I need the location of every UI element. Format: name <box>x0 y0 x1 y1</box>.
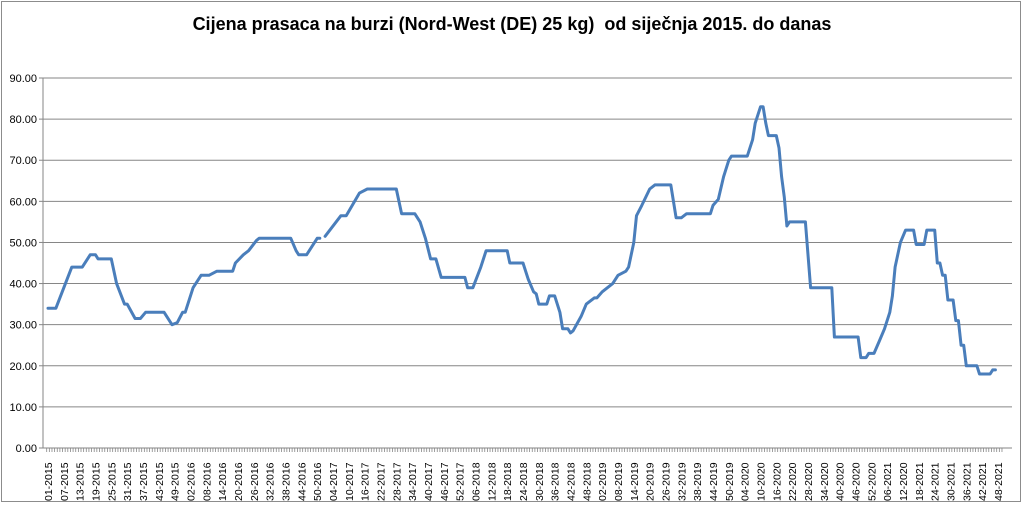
x-tick-label: 52-2020 <box>866 462 878 501</box>
x-tick-label: 08-2019 <box>613 462 625 501</box>
x-tick-label: 19-2015 <box>91 462 103 501</box>
series-line <box>323 105 997 376</box>
x-tick-label: 42-2018 <box>566 462 578 501</box>
x-tick-label: 38-2016 <box>281 462 293 501</box>
x-tick-label: 04-2020 <box>740 462 752 501</box>
x-tick-label: 28-2020 <box>803 462 815 501</box>
x-tick-label: 25-2015 <box>106 462 118 501</box>
x-tick-label: 30-2021 <box>946 462 958 501</box>
x-tick-label: 34-2017 <box>407 462 419 501</box>
x-tick-label: 31-2015 <box>122 462 134 501</box>
y-tick-label: 20.00 <box>9 361 37 373</box>
x-tick-label: 26-2016 <box>249 462 261 501</box>
y-tick-label: 90.00 <box>9 73 37 85</box>
series-line <box>46 236 322 327</box>
x-tick-label: 36-2018 <box>550 462 562 501</box>
x-tick-label: 18-2018 <box>502 462 514 501</box>
x-tick-label: 34-2020 <box>819 462 831 501</box>
x-tick-label: 50-2019 <box>724 462 736 501</box>
x-tick-label: 50-2016 <box>312 462 324 501</box>
y-tick-label: 0.00 <box>16 443 37 455</box>
x-tick-label: 18-2021 <box>914 462 926 501</box>
x-tick-label: 24-2018 <box>518 462 530 501</box>
x-tick-label: 20-2016 <box>233 462 245 501</box>
y-tick-label: 40.00 <box>9 279 37 291</box>
x-tick-label: 44-2016 <box>296 462 308 501</box>
x-tick-label: 14-2019 <box>629 462 641 501</box>
x-tick-label: 12-2020 <box>898 462 910 501</box>
x-tick-label: 52-2017 <box>455 462 467 501</box>
x-tick-label: 38-2019 <box>692 462 704 501</box>
x-tick-label: 12-2018 <box>486 462 498 501</box>
x-tick-label: 22-2020 <box>787 462 799 501</box>
x-tick-label: 16-2017 <box>360 462 372 501</box>
x-tick-label: 10-2017 <box>344 462 356 501</box>
x-tick-label: 28-2017 <box>391 462 403 501</box>
x-tick-label: 30-2018 <box>534 462 546 501</box>
x-tick-label: 46-2020 <box>851 462 863 501</box>
y-tick-label: 50.00 <box>9 237 37 249</box>
x-tick-label: 42-2021 <box>977 462 989 501</box>
x-tick-label: 04-2017 <box>328 462 340 501</box>
x-tick-label: 32-2019 <box>676 462 688 501</box>
y-tick-label: 80.00 <box>9 114 37 126</box>
x-tick-label: 01-2015 <box>43 462 55 501</box>
y-tick-label: 60.00 <box>9 196 37 208</box>
x-tick-label: 46-2017 <box>439 462 451 501</box>
x-tick-label: 49-2015 <box>170 462 182 501</box>
x-tick-label: 44-2019 <box>708 462 720 501</box>
x-tick-label: 06-2021 <box>882 462 894 501</box>
y-tick-label: 70.00 <box>9 155 37 167</box>
x-tick-label: 13-2015 <box>75 462 87 501</box>
x-tick-label: 10-2020 <box>756 462 768 501</box>
x-tick-label: 40-2017 <box>423 462 435 501</box>
x-tick-label: 07-2015 <box>59 462 71 501</box>
y-tick-label: 10.00 <box>9 402 37 414</box>
x-tick-label: 48-2021 <box>993 462 1005 501</box>
x-tick-label: 22-2017 <box>376 462 388 501</box>
x-tick-label: 20-2019 <box>645 462 657 501</box>
x-tick-label: 02-2016 <box>186 462 198 501</box>
y-tick-label: 30.00 <box>9 320 37 332</box>
x-tick-label: 40-2020 <box>835 462 847 501</box>
x-tick-label: 36-2021 <box>961 462 973 501</box>
x-tick-label: 16-2020 <box>771 462 783 501</box>
x-tick-label: 24-2021 <box>930 462 942 501</box>
x-tick-label: 37-2015 <box>138 462 150 501</box>
x-tick-label: 32-2016 <box>265 462 277 501</box>
x-tick-label: 08-2016 <box>201 462 213 501</box>
x-tick-label: 26-2019 <box>661 462 673 501</box>
x-tick-label: 43-2015 <box>154 462 166 501</box>
x-tick-label: 06-2018 <box>471 462 483 501</box>
x-tick-label: 02-2019 <box>597 462 609 501</box>
x-tick-label: 48-2018 <box>581 462 593 501</box>
chart-title: Cijena prasaca na burzi (Nord-West (DE) … <box>192 14 832 34</box>
x-tick-label: 14-2016 <box>217 462 229 501</box>
